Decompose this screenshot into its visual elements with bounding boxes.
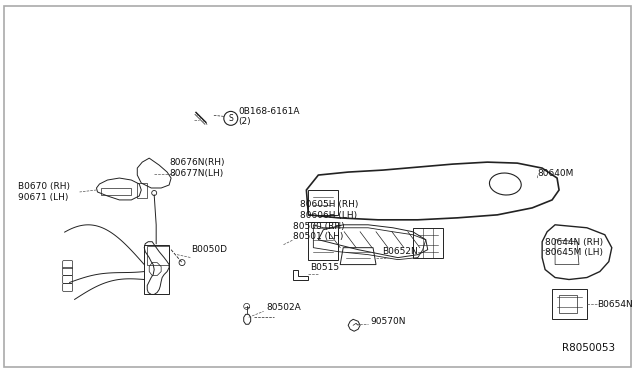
Text: B0515: B0515 [310,263,339,272]
Text: S: S [228,114,233,123]
Text: 80676N(RH)
80677N(LH): 80676N(RH) 80677N(LH) [169,158,225,178]
Text: 90570N: 90570N [370,317,406,326]
Text: B0670 (RH)
90671 (LH): B0670 (RH) 90671 (LH) [18,182,70,202]
Text: 80502A: 80502A [267,303,301,312]
Text: 0B168-6161A
(2): 0B168-6161A (2) [239,107,300,126]
Text: 80644N (RH)
80645M (LH): 80644N (RH) 80645M (LH) [545,238,604,257]
Text: 80605H (RH)
80606H (LH): 80605H (RH) 80606H (LH) [300,200,359,219]
Text: B0652N: B0652N [382,247,418,256]
Text: B0654N: B0654N [597,300,632,309]
Text: B0050D: B0050D [191,245,227,254]
Text: 80640M: 80640M [537,169,573,177]
Text: 80500 (RH)
80501 (LH): 80500 (RH) 80501 (LH) [294,222,345,241]
Text: R8050053: R8050053 [562,343,615,353]
FancyBboxPatch shape [4,6,630,367]
